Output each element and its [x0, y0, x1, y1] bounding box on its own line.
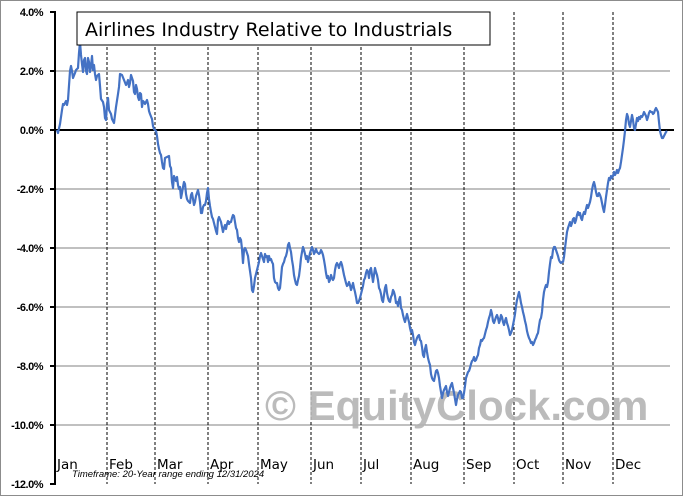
series-line: [55, 40, 668, 407]
month-label: Nov: [565, 457, 591, 473]
y-tick-label: -2.0%: [17, 184, 44, 196]
month-label: Feb: [109, 457, 133, 473]
y-tick-label: -4.0%: [17, 243, 44, 255]
y-tick-label: -8.0%: [17, 361, 44, 373]
month-label: Jun: [312, 457, 334, 473]
month-label: Jul: [362, 457, 379, 473]
horizontal-gridlines: [55, 70, 670, 426]
month-label: Aug: [413, 457, 439, 473]
month-label: Oct: [516, 457, 539, 473]
y-axis-ticks: [50, 11, 55, 485]
x-axis-month-labels: Jan Feb Mar Apr May Jun Jul Aug Sep Oct Nov Dec: [56, 457, 641, 473]
chart-title: Airlines Industry Relative to Industrial…: [85, 19, 452, 41]
title-box: [76, 11, 491, 46]
month-label: Dec: [615, 457, 641, 473]
timeframe-caption: Timeframe: 20-Year range ending 12/31/20…: [72, 469, 264, 480]
month-label: Jan: [56, 457, 78, 473]
y-axis-labels: 4.0% 2.0% 0.0% -2.0% -4.0% -6.0% -8.0% -10.0% -1…: [11, 7, 44, 491]
y-tick-label: 2.0%: [20, 66, 44, 78]
y-tick-label: -10.0%: [11, 420, 44, 432]
month-label: Mar: [157, 457, 183, 473]
y-tick-label: 0.0%: [20, 125, 44, 137]
month-label: May: [260, 457, 288, 473]
month-label: Apr: [210, 457, 234, 473]
y-tick-label: -6.0%: [17, 302, 44, 314]
month-label: Sep: [466, 457, 491, 473]
y-tick-label: 4.0%: [20, 7, 44, 19]
y-tick-label: -12.0%: [11, 479, 44, 491]
